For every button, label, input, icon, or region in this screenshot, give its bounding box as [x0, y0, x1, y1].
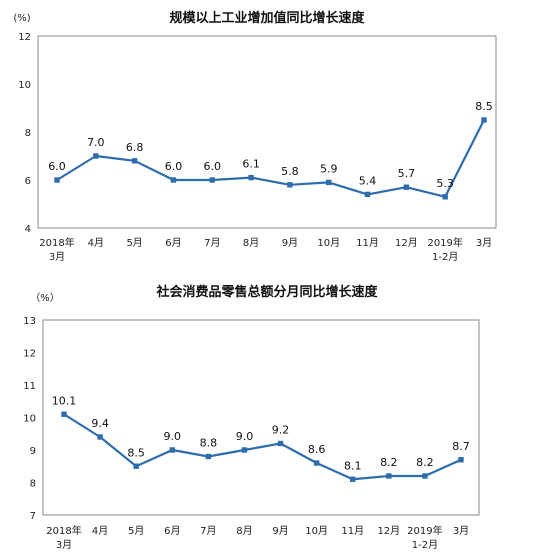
- data-label: 8.7: [452, 440, 470, 453]
- plot-frame: [42, 319, 480, 516]
- x-tick-label: 10月: [317, 237, 340, 249]
- y-tick-label: 8: [30, 479, 36, 490]
- y-tick-label: 10: [23, 414, 36, 425]
- x-tick-label: 4月: [92, 525, 108, 537]
- data-label: 6.1: [242, 158, 260, 171]
- x-tick-label: 7月: [200, 525, 216, 537]
- data-point: [54, 177, 60, 183]
- y-tick-label: 6: [25, 176, 31, 187]
- data-label: 9.2: [272, 424, 290, 437]
- x-tick-label: 8月: [236, 525, 252, 537]
- data-label: 8.5: [475, 100, 493, 113]
- data-point: [287, 182, 293, 188]
- data-label: 8.2: [416, 456, 434, 469]
- data-point: [422, 473, 428, 479]
- retail-growth-chart: 社会消费品零售总额分月同比增长速度 （%） 7 8 9 10 11 12 13 2018年 3月 4月…: [23, 284, 480, 551]
- chart-title: 规模以上工业增加值同比增长速度: [169, 10, 365, 26]
- chart-title: 社会消费品零售总额分月同比增长速度: [155, 284, 378, 300]
- x-tick-label: 2018年 3月: [39, 236, 74, 263]
- x-tick-label: 7月: [204, 237, 220, 249]
- x-tick-label: 9月: [282, 237, 298, 249]
- y-tick-label: 7: [30, 511, 36, 522]
- data-label: 10.1: [52, 394, 77, 407]
- industrial-growth-chart: 规模以上工业增加值同比增长速度 (%) 4 6 8 10 12 2018年 3月 4月 5月 6月 7月…: [13, 10, 497, 263]
- x-tick-label: 5月: [126, 237, 142, 249]
- x-tick-label: 5月: [128, 525, 144, 537]
- x-tick-label: 12月: [377, 525, 400, 537]
- data-label: 9.4: [91, 417, 109, 430]
- x-tick-label: 2019年 1-2月: [407, 524, 442, 551]
- data-label: 9.0: [236, 430, 254, 443]
- data-point: [442, 194, 448, 200]
- y-axis-unit: （%）: [30, 292, 60, 304]
- data-label: 9.0: [164, 430, 182, 443]
- x-tick-label: 3月: [453, 525, 469, 537]
- x-tick-label: 6月: [164, 525, 180, 537]
- y-tick-label: 12: [23, 349, 36, 360]
- x-tick-label: 2018年 3月: [46, 524, 81, 551]
- data-label: 5.3: [436, 177, 454, 190]
- plot-frame: [37, 35, 497, 229]
- data-label: 5.7: [398, 167, 416, 180]
- y-tick-label: 11: [23, 381, 36, 392]
- y-tick-label: 4: [25, 224, 31, 235]
- data-label: 6.0: [48, 160, 66, 173]
- data-point: [209, 177, 215, 183]
- data-point: [169, 447, 175, 453]
- data-point: [170, 177, 177, 183]
- y-tick-label: 8: [25, 128, 31, 139]
- data-point: [364, 191, 371, 198]
- data-label: 5.8: [281, 165, 299, 178]
- data-label: 6.8: [126, 141, 144, 154]
- y-tick-label: 13: [23, 316, 36, 327]
- series-line: [56, 119, 485, 198]
- data-point: [386, 473, 392, 479]
- data-point: [403, 184, 410, 190]
- x-tick-label: 10月: [305, 525, 328, 537]
- data-point: [248, 174, 254, 181]
- x-tick-label: 11月: [341, 525, 364, 537]
- data-point: [458, 457, 464, 463]
- data-label: 8.6: [308, 443, 326, 456]
- data-point: [350, 476, 356, 482]
- series-line: [63, 413, 462, 481]
- data-point: [277, 440, 284, 447]
- data-label: 8.5: [127, 446, 145, 459]
- data-point: [481, 117, 487, 123]
- data-label: 6.0: [204, 160, 222, 173]
- x-tick-label: 12月: [395, 237, 418, 249]
- data-label: 6.0: [165, 160, 183, 173]
- data-point: [241, 447, 248, 453]
- data-point: [326, 179, 332, 186]
- data-point: [97, 434, 103, 440]
- data-point: [61, 411, 67, 417]
- x-tick-label: 4月: [88, 237, 104, 249]
- y-tick-label: 12: [18, 32, 31, 43]
- data-label: 8.8: [200, 437, 218, 450]
- data-label: 5.9: [320, 162, 338, 175]
- x-tick-label: 8月: [243, 237, 259, 249]
- data-label: 8.2: [380, 456, 398, 469]
- x-tick-label: 3月: [476, 237, 492, 249]
- data-label: 5.4: [359, 174, 377, 187]
- data-point: [131, 158, 138, 164]
- data-point: [93, 153, 99, 159]
- x-tick-label: 9月: [272, 525, 288, 537]
- y-tick-label: 9: [30, 446, 36, 457]
- y-tick-label: 10: [18, 80, 31, 91]
- x-tick-label: 6月: [165, 237, 181, 249]
- data-point: [133, 463, 139, 469]
- data-point: [313, 460, 320, 466]
- y-axis-unit: (%): [13, 13, 30, 24]
- data-point: [205, 453, 212, 460]
- x-tick-label: 11月: [356, 237, 379, 249]
- data-label: 7.0: [87, 136, 105, 149]
- data-label: 8.1: [344, 459, 362, 472]
- x-tick-label: 2019年 1-2月: [427, 236, 462, 263]
